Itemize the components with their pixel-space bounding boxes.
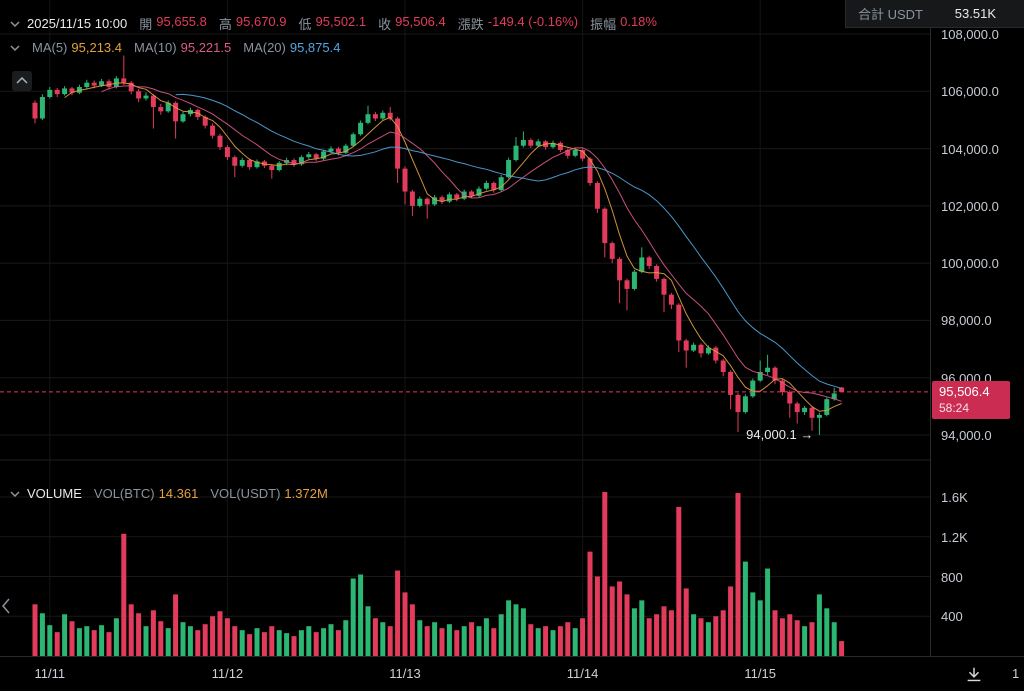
chevron-down-icon[interactable] bbox=[10, 490, 20, 497]
axis-separator-vertical bbox=[930, 0, 931, 656]
total-usdt-label: 合計 USDT bbox=[858, 7, 924, 22]
arrow-right-icon: → bbox=[800, 426, 814, 442]
low-price-text: 94,000.1 bbox=[746, 426, 797, 442]
vol-usdt-label: VOL(USDT) bbox=[210, 486, 281, 501]
amplitude-label: 振幅 bbox=[590, 17, 617, 32]
volume-legend-row: VOLUME VOL(BTC) 14.361 VOL(USDT) 1.372M bbox=[10, 486, 328, 501]
ma5-value: 95,213.4 bbox=[71, 40, 122, 55]
time-label: 11/14 bbox=[566, 666, 599, 681]
low-price-annotation: 94,000.1 → bbox=[746, 427, 813, 442]
volume-axis-label: 800 bbox=[941, 569, 963, 585]
price-axis-label: 102,000.0 bbox=[941, 198, 999, 214]
open-value: 95,655.8 bbox=[156, 14, 207, 29]
candlestick-chart[interactable] bbox=[0, 0, 930, 656]
price-axis-label: 104,000.0 bbox=[941, 141, 999, 157]
time-label: 11/15 bbox=[744, 666, 776, 681]
volume-axis-label: 1.6K bbox=[941, 490, 968, 505]
collapse-chart-icon[interactable] bbox=[12, 71, 32, 91]
change-value: -149.4 (-0.16%) bbox=[487, 14, 579, 29]
open-label: 開 bbox=[139, 17, 153, 32]
price-axis-label: 100,000.0 bbox=[941, 256, 999, 272]
ma20-value: 95,875.4 bbox=[289, 40, 341, 55]
price-axis-label: 108,000.0 bbox=[941, 27, 999, 42]
scroll-to-latest-button[interactable] bbox=[963, 664, 985, 686]
amplitude-value: 0.18% bbox=[620, 14, 657, 29]
chevron-down-icon[interactable] bbox=[10, 20, 20, 27]
total-usdt-value: 53.51K bbox=[954, 6, 996, 21]
last-price-badge: 95,506.4 58:24 bbox=[932, 380, 1010, 420]
ma5-label: MA(5) bbox=[32, 40, 68, 55]
volume-axis-label: 400 bbox=[941, 609, 963, 625]
price-axis-label: 106,000.0 bbox=[941, 84, 999, 100]
vol-btc-label: VOL(BTC) bbox=[93, 486, 155, 501]
time-label: 11/13 bbox=[389, 666, 421, 681]
low-label: 低 bbox=[298, 17, 312, 32]
price-axis-label: 98,000.0 bbox=[941, 313, 992, 329]
candle-timestamp: 2025/11/15 10:00 bbox=[27, 16, 128, 31]
axis-separator-horizontal bbox=[0, 656, 1024, 657]
last-price-value: 95,506.4 bbox=[939, 383, 990, 399]
volume-title: VOLUME bbox=[27, 486, 82, 501]
close-label: 收 bbox=[378, 17, 392, 32]
high-label: 高 bbox=[218, 17, 232, 32]
price-axis-label: 94,000.0 bbox=[941, 428, 992, 443]
close-value: 95,506.4 bbox=[395, 14, 446, 29]
time-label-partial: 1 bbox=[1012, 666, 1020, 681]
volume-axis-label: 1.2K bbox=[941, 529, 968, 545]
ma-legend-row: MA(5) 95,213.4 MA(10) 95,221.5 MA(20) 95,87… bbox=[10, 40, 340, 55]
ohlc-legend-row: 2025/11/15 10:00 開 95,655.8 高 95,670.9 低 95… bbox=[10, 14, 657, 33]
time-axis[interactable]: 11/11 11/12 11/13 11/14 11/15 1 bbox=[0, 656, 1024, 691]
pane-left-arrow-icon[interactable] bbox=[0, 594, 12, 618]
ma20-label: MA(20) bbox=[243, 40, 286, 55]
total-usdt-panel: 合計 USDT 53.51K bbox=[845, 0, 1024, 28]
time-label: 11/12 bbox=[211, 666, 244, 681]
ma10-value: 95,221.5 bbox=[180, 40, 232, 55]
high-value: 95,670.9 bbox=[235, 14, 287, 29]
chevron-down-icon[interactable] bbox=[10, 44, 20, 51]
vol-btc-value: 14.361 bbox=[158, 486, 199, 501]
low-value: 95,502.1 bbox=[315, 14, 367, 29]
price-axis-panel[interactable]: 108,000.0 106,000.0 104,000.0 102,000.0 100,… bbox=[930, 0, 1024, 656]
vol-usdt-value: 1.372M bbox=[284, 486, 328, 501]
change-label: 漲跌 bbox=[457, 17, 484, 32]
time-label: 11/11 bbox=[34, 666, 66, 681]
ma10-label: MA(10) bbox=[134, 40, 177, 55]
candle-countdown: 58:24 bbox=[939, 400, 970, 415]
